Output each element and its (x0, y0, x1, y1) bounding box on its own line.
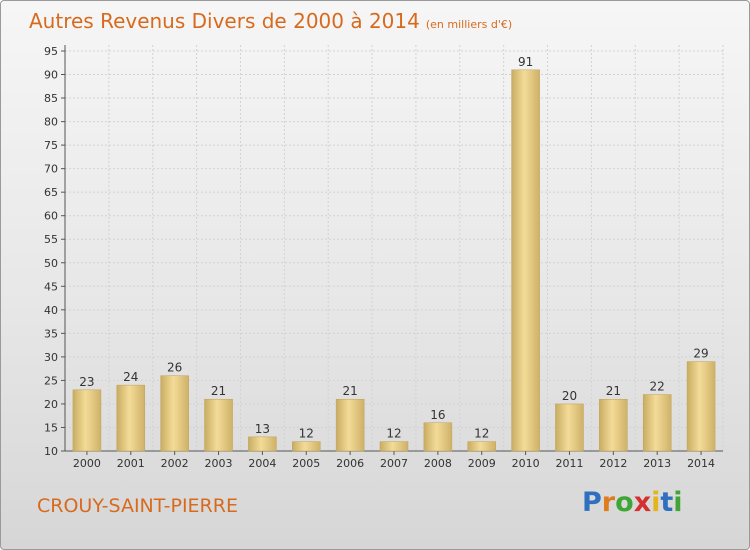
bar (642, 394, 672, 452)
y-tick-label: 90 (44, 69, 58, 82)
data-label: 24 (123, 370, 138, 384)
logo-letter: r (601, 487, 616, 518)
x-tick-label: 2007 (380, 457, 408, 470)
logo-letter: x (633, 487, 652, 518)
bar (248, 436, 277, 452)
commune-name: CROUY-SAINT-PIERRE (37, 495, 238, 517)
y-tick-label: 15 (44, 421, 58, 434)
x-tick-label: 2009 (468, 457, 496, 470)
y-tick-label: 25 (44, 374, 58, 387)
bar (423, 422, 453, 452)
y-tick-label: 35 (44, 327, 58, 340)
data-label: 16 (430, 408, 445, 422)
y-tick-label: 60 (44, 210, 58, 223)
data-label: 12 (474, 427, 489, 441)
logo-letter: i (673, 487, 683, 518)
bars (72, 69, 716, 452)
x-tick-label: 2004 (248, 457, 276, 470)
data-label: 21 (211, 384, 226, 398)
data-label: 22 (650, 380, 665, 394)
x-tick-label: 2014 (687, 457, 715, 470)
logo-letter: P (582, 487, 602, 518)
y-tick-label: 10 (44, 445, 58, 458)
bar (511, 69, 540, 452)
x-tick-label: 2013 (643, 457, 671, 470)
chart-title: Autres Revenus Divers de 2000 à 2014 (en … (29, 9, 512, 33)
x-tick-label: 2002 (161, 457, 189, 470)
data-labels: 23 24 26 21 13 12 21 12 16 12 91 20 21 22 29 (79, 55, 708, 441)
bar (335, 398, 365, 452)
x-tick-label: 2006 (336, 457, 364, 470)
bar (204, 398, 233, 452)
logo-letter: o (615, 487, 634, 518)
y-tick-label: 55 (44, 233, 58, 246)
y-tick-label: 70 (44, 163, 58, 176)
y-tick-label: 50 (44, 257, 58, 270)
x-tick-label: 2012 (599, 457, 627, 470)
y-tick-label: 65 (44, 186, 58, 199)
bar (467, 441, 496, 452)
bar (599, 398, 628, 452)
bar (160, 375, 189, 452)
data-label: 23 (79, 375, 94, 389)
data-label: 13 (255, 422, 270, 436)
x-tick-label: 2003 (205, 457, 233, 470)
data-label: 91 (518, 55, 533, 69)
chart-unit-label: (en milliers d'€) (425, 18, 513, 31)
y-tick-label: 75 (44, 139, 58, 152)
bar (686, 361, 716, 452)
x-tick-label: 2008 (424, 457, 452, 470)
logo-letter: i (651, 487, 661, 518)
y-tick-label: 40 (44, 304, 58, 317)
data-label: 20 (562, 389, 577, 403)
data-label: 29 (693, 347, 708, 361)
x-tick-label: 2010 (512, 457, 540, 470)
x-tick-label: 2005 (292, 457, 320, 470)
y-tick-label: 95 (44, 45, 58, 58)
y-tick-label: 30 (44, 351, 58, 364)
proxiti-logo: Proxiti (582, 487, 683, 518)
y-tick-label: 85 (44, 92, 58, 105)
y-tick-label: 20 (44, 398, 58, 411)
y-tick-label: 80 (44, 116, 58, 129)
y-tick-label: 45 (44, 280, 58, 293)
data-label: 21 (606, 384, 621, 398)
data-label: 21 (342, 384, 357, 398)
data-label: 12 (299, 427, 314, 441)
chart-title-text: Autres Revenus Divers de 2000 à 2014 (29, 9, 420, 33)
bar (116, 384, 146, 452)
bar (72, 389, 102, 452)
bar (292, 441, 321, 452)
bar (555, 403, 584, 452)
logo-letter: t (660, 487, 674, 518)
x-tick-label: 2011 (555, 457, 583, 470)
data-label: 26 (167, 361, 182, 375)
bar (379, 441, 409, 452)
x-tick-label: 2000 (73, 457, 101, 470)
x-tick-label: 2001 (117, 457, 145, 470)
data-label: 12 (386, 427, 401, 441)
